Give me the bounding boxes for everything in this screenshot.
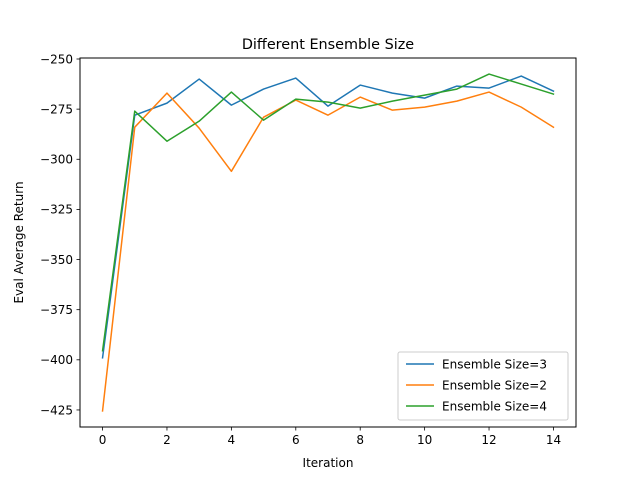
chart-title: Different Ensemble Size bbox=[242, 37, 414, 53]
x-tick-label: 8 bbox=[356, 433, 364, 447]
x-tick-label: 14 bbox=[546, 433, 561, 447]
y-tick-label: −325 bbox=[40, 203, 73, 217]
y-axis-label: Eval Average Return bbox=[12, 181, 26, 303]
plot-frame bbox=[79, 57, 577, 428]
y-tick-label: −350 bbox=[40, 253, 73, 267]
y-tick-label: −275 bbox=[40, 102, 73, 116]
legend-label-3: Ensemble Size=4 bbox=[442, 399, 547, 413]
series-line-3 bbox=[101, 73, 555, 352]
y-tick-label: −425 bbox=[40, 403, 73, 417]
y-axis: −425 −400 −375 −350 −325 −300 −275 −250 bbox=[40, 52, 80, 417]
x-tick-label: 12 bbox=[481, 433, 496, 447]
x-tick-label: 2 bbox=[163, 433, 171, 447]
x-tick-label: 10 bbox=[417, 433, 432, 447]
x-tick-label: 6 bbox=[292, 433, 300, 447]
x-axis-label: Iteration bbox=[303, 456, 354, 470]
x-axis: 0 2 4 6 8 10 12 14 bbox=[99, 427, 561, 447]
legend-box bbox=[397, 351, 569, 421]
y-tick-label: −375 bbox=[40, 303, 73, 317]
x-tick-label: 0 bbox=[99, 433, 107, 447]
legend-label-1: Ensemble Size=3 bbox=[442, 357, 547, 371]
legend-label-2: Ensemble Size=2 bbox=[442, 378, 547, 392]
series-line-1 bbox=[101, 75, 555, 359]
series-line-2 bbox=[101, 91, 555, 412]
y-tick-label: −250 bbox=[40, 52, 73, 66]
legend: Ensemble Size=3 Ensemble Size=2 Ensemble S… bbox=[397, 351, 569, 421]
y-tick-label: −300 bbox=[40, 153, 73, 167]
y-tick-label: −400 bbox=[40, 353, 73, 367]
plot-lines bbox=[101, 73, 555, 412]
x-tick-label: 4 bbox=[228, 433, 236, 447]
